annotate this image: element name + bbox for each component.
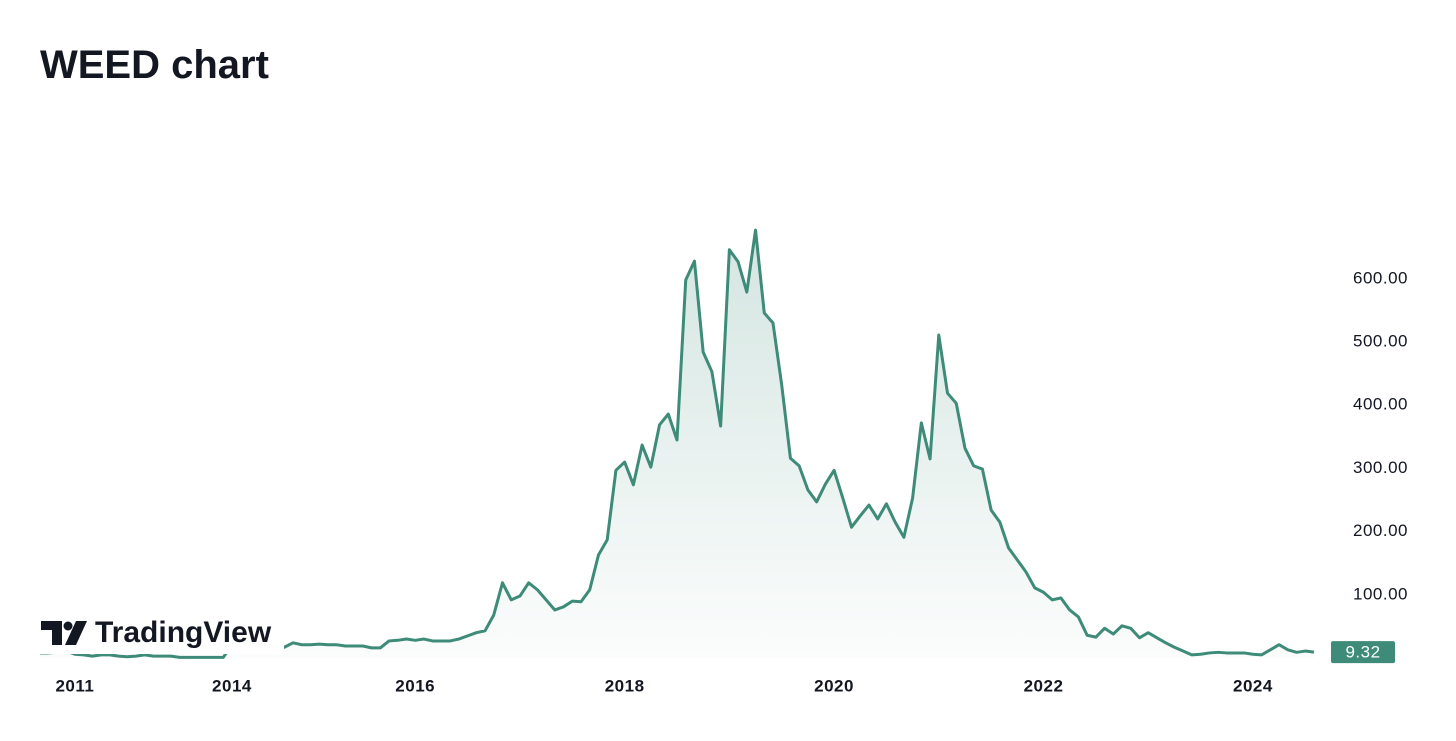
y-tick-label: 200.00 <box>1353 521 1408 540</box>
watermark-text: TradingView <box>95 616 272 649</box>
y-tick-label: 400.00 <box>1353 395 1408 414</box>
x-tick-label: 2014 <box>212 676 252 695</box>
y-tick-label: 600.00 <box>1353 268 1408 287</box>
last-value-label: 9.32 <box>1345 643 1380 662</box>
x-tick-label: 2011 <box>55 676 94 695</box>
y-tick-label: 100.00 <box>1353 584 1408 603</box>
x-tick-label: 2016 <box>395 676 435 695</box>
watermark: TradingView <box>34 612 284 654</box>
plot-area: 100.00 200.00 300.00 400.00 500.00 600.00 2011… <box>40 228 1408 695</box>
x-tick-label: 2024 <box>1233 676 1273 695</box>
x-tick-label: 2020 <box>814 676 854 695</box>
x-tick-label: 2018 <box>605 676 645 695</box>
x-tick-label: 2022 <box>1024 676 1064 695</box>
last-value-badge <box>1331 641 1395 664</box>
y-tick-label: 300.00 <box>1353 458 1408 477</box>
watermark-icon <box>41 621 87 645</box>
y-tick-label: 500.00 <box>1353 331 1408 350</box>
chart-title: WEED chart <box>40 43 269 87</box>
area-fill <box>40 230 1314 658</box>
